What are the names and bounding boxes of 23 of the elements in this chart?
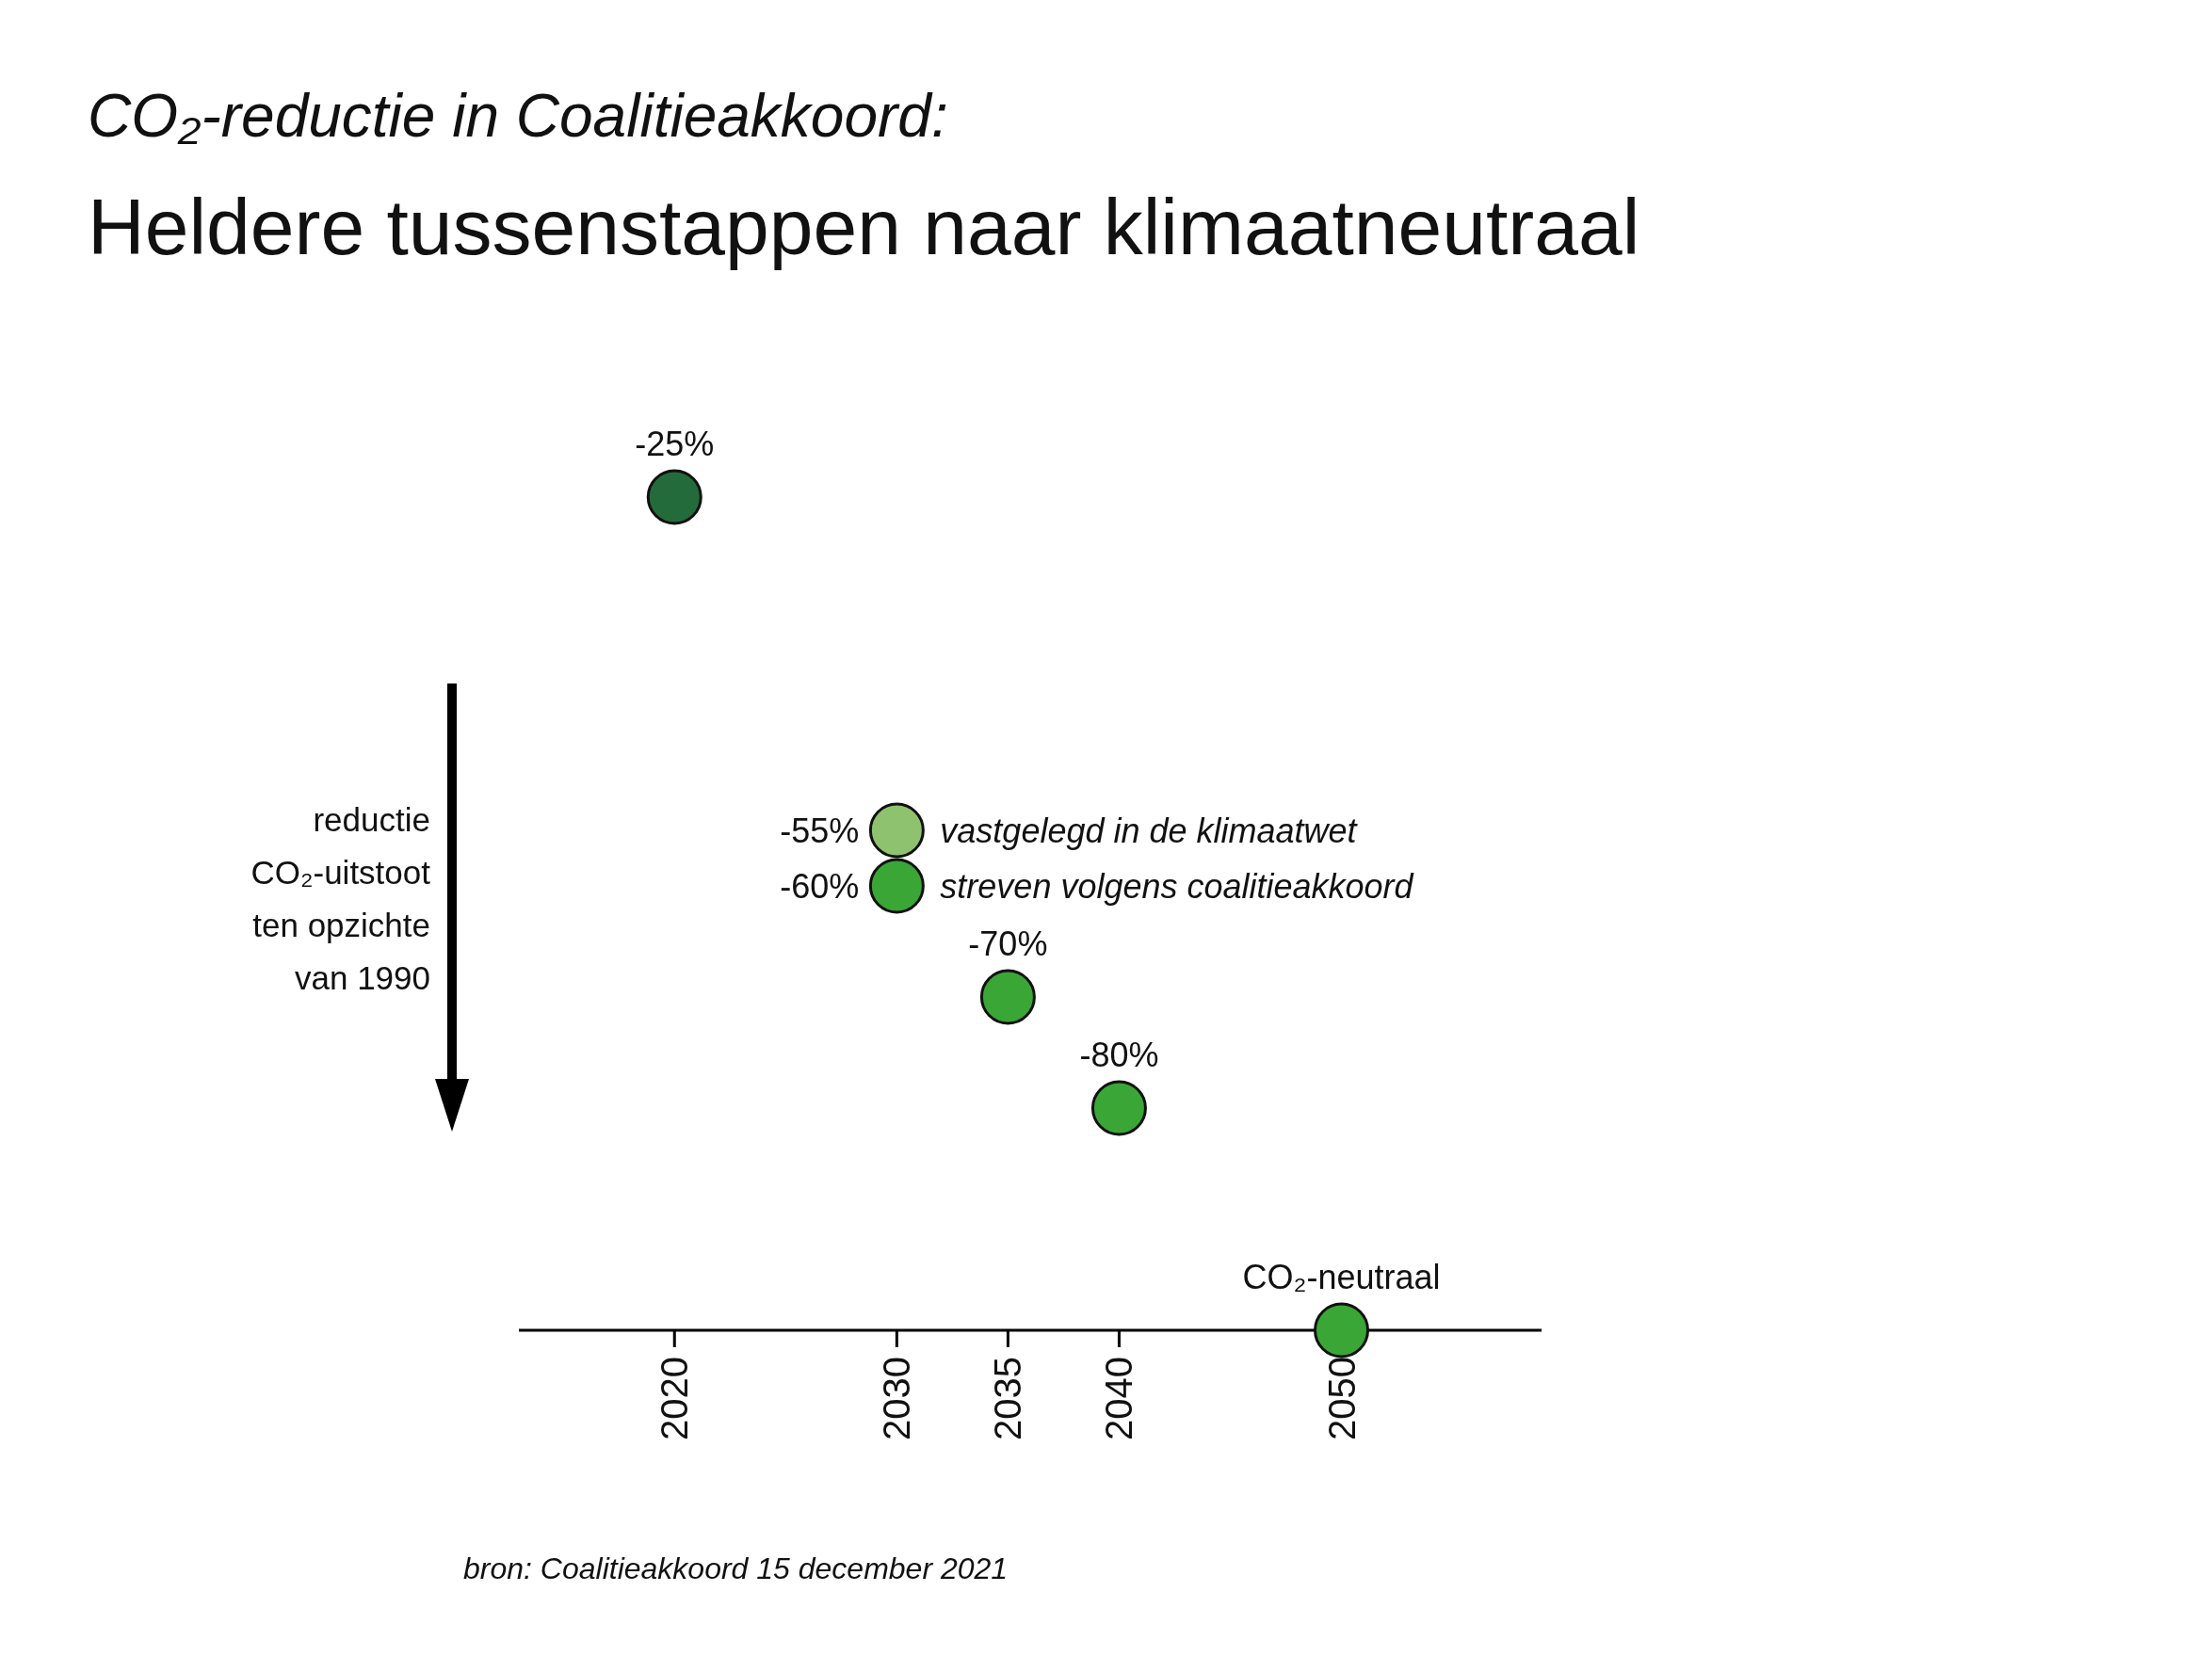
data-label: -80%: [1079, 1036, 1159, 1074]
x-tick-label: 2035: [987, 1357, 1029, 1440]
point: [646, 469, 702, 525]
point: [1090, 1080, 1147, 1136]
x-tick-label: 2030: [876, 1357, 918, 1440]
x-tick-label: 2050: [1320, 1357, 1363, 1440]
data-label: -55%: [780, 811, 860, 850]
series-label: streven volgens coalitieakkoord: [940, 866, 1414, 906]
data-label: -70%: [968, 924, 1048, 963]
chart-subtitle: CO₂-reductie in Coalitieakkoord:: [88, 81, 948, 151]
x-tick-label: 2020: [654, 1357, 696, 1440]
chart-title: Heldere tussenstappen naar klimaatneutraal: [88, 182, 1640, 273]
x-tick-label: 2040: [1098, 1357, 1140, 1440]
text: bron: Coalitieakkoord 15 december 2021: [463, 1551, 1009, 1586]
data-label: -25%: [635, 425, 715, 463]
series-label: vastgelegd in de klimaatwet: [940, 811, 1359, 850]
data-label: -60%: [780, 866, 860, 906]
y-axis-title: reductie CO₂-uitstoot ten opzichte van 1990: [250, 800, 430, 998]
point: [868, 802, 925, 859]
point: [868, 858, 925, 914]
point: [1314, 1302, 1370, 1359]
point: [979, 969, 1036, 1025]
data-label: CO₂-neutraal: [1242, 1258, 1441, 1296]
